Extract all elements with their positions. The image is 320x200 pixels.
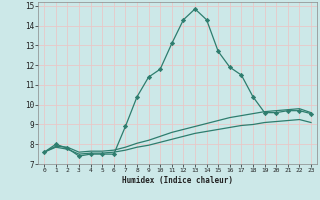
X-axis label: Humidex (Indice chaleur): Humidex (Indice chaleur) (122, 176, 233, 185)
